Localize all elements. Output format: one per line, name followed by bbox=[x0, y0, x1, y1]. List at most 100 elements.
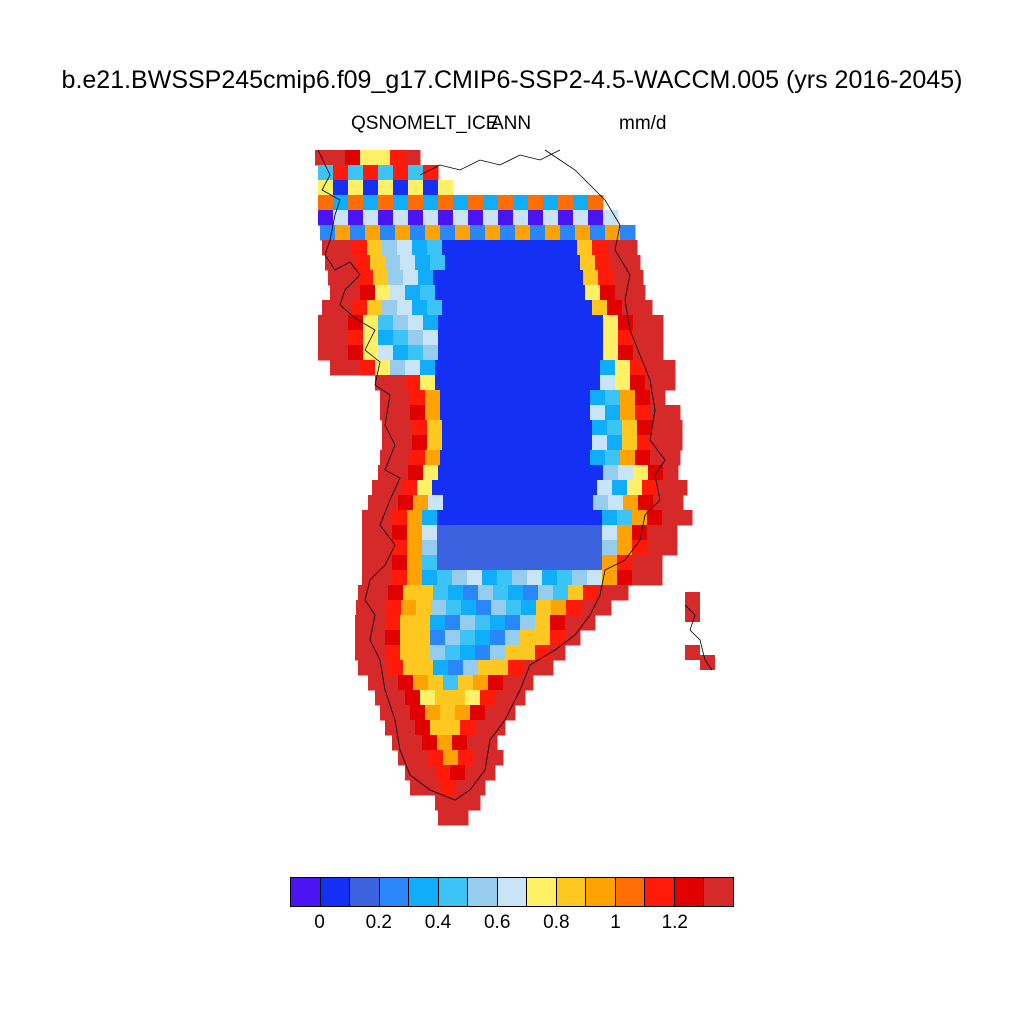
map-cell bbox=[500, 390, 516, 406]
map-cell bbox=[425, 390, 441, 406]
map-cell bbox=[507, 480, 523, 496]
map-cell bbox=[408, 165, 424, 181]
map-cell bbox=[622, 300, 638, 316]
map-cell bbox=[428, 495, 444, 511]
map-cell bbox=[430, 630, 446, 646]
map-cell bbox=[467, 570, 483, 586]
map-cell bbox=[617, 570, 633, 586]
map-cell bbox=[575, 390, 591, 406]
map-cell bbox=[551, 600, 567, 616]
map-cell bbox=[398, 495, 414, 511]
map-cell bbox=[553, 585, 569, 601]
map-cell bbox=[565, 630, 581, 646]
map-cell bbox=[470, 390, 486, 406]
map-cell bbox=[603, 315, 619, 331]
map-cell bbox=[560, 225, 576, 241]
map-cell bbox=[453, 810, 469, 826]
map-cell bbox=[462, 480, 478, 496]
map-cell bbox=[348, 195, 364, 211]
map-cell bbox=[427, 435, 443, 451]
map-cell bbox=[603, 330, 619, 346]
map-cell bbox=[420, 285, 436, 301]
map-cell bbox=[465, 795, 481, 811]
colorbar-swatch bbox=[674, 878, 705, 906]
map-cell bbox=[585, 360, 601, 376]
map-cell bbox=[540, 285, 556, 301]
map-cell bbox=[605, 405, 621, 421]
map-cell bbox=[633, 345, 649, 361]
map-cell bbox=[493, 270, 509, 286]
map-cell bbox=[450, 285, 466, 301]
map-cell bbox=[525, 375, 541, 391]
map-cell bbox=[345, 360, 361, 376]
map-cell bbox=[463, 585, 479, 601]
map-cell bbox=[650, 450, 666, 466]
map-cell bbox=[318, 165, 334, 181]
map-cell bbox=[505, 615, 521, 631]
map-cell bbox=[557, 555, 573, 571]
map-cell bbox=[455, 390, 471, 406]
map-cell bbox=[483, 195, 499, 211]
map-cell bbox=[460, 615, 476, 631]
map-cell bbox=[373, 660, 389, 676]
map-cell bbox=[422, 735, 438, 751]
map-cell bbox=[535, 615, 551, 631]
map-cell bbox=[632, 555, 648, 571]
map-cell bbox=[598, 270, 614, 286]
map-cell bbox=[482, 555, 498, 571]
map-cell bbox=[580, 615, 596, 631]
map-cell bbox=[605, 450, 621, 466]
map-cell bbox=[497, 570, 513, 586]
map-cell bbox=[318, 210, 334, 226]
map-cell bbox=[543, 465, 559, 481]
coastline-west bbox=[317, 149, 666, 801]
map-cell bbox=[677, 510, 693, 526]
map-cell bbox=[420, 765, 436, 781]
map-cell bbox=[355, 615, 371, 631]
map-cell bbox=[562, 435, 578, 451]
map-cell bbox=[423, 195, 439, 211]
map-cell bbox=[538, 270, 554, 286]
map-cell bbox=[410, 405, 426, 421]
map-cell bbox=[552, 480, 568, 496]
map-cell bbox=[333, 315, 349, 331]
map-cell bbox=[405, 150, 421, 166]
map-cell bbox=[583, 585, 599, 601]
map-cell bbox=[562, 240, 578, 256]
map-cell bbox=[517, 240, 533, 256]
map-cell bbox=[397, 240, 413, 256]
colorbar-swatch bbox=[468, 878, 498, 906]
map-cell bbox=[400, 630, 416, 646]
map-cell bbox=[498, 345, 514, 361]
map-cell bbox=[562, 420, 578, 436]
colorbar-swatch bbox=[497, 878, 528, 906]
map-cell bbox=[632, 510, 648, 526]
map-cell bbox=[632, 525, 648, 541]
map-cell bbox=[368, 675, 384, 691]
map-cell bbox=[348, 210, 364, 226]
map-cell bbox=[442, 435, 458, 451]
map-cell bbox=[542, 525, 558, 541]
map-cell bbox=[577, 300, 593, 316]
map-cell bbox=[315, 150, 331, 166]
map-cell bbox=[445, 645, 461, 661]
map-cell bbox=[348, 165, 364, 181]
map-cell bbox=[472, 435, 488, 451]
map-cell bbox=[570, 360, 586, 376]
map-cell bbox=[422, 555, 438, 571]
map-cell bbox=[582, 480, 598, 496]
map-cell bbox=[470, 225, 486, 241]
map-cell bbox=[412, 420, 428, 436]
map-cell bbox=[390, 375, 406, 391]
colorbar-tick-label: 0.6 bbox=[483, 912, 511, 933]
map-cell bbox=[547, 300, 563, 316]
map-cell bbox=[497, 525, 513, 541]
map-cell bbox=[467, 540, 483, 556]
map-cell bbox=[386, 600, 402, 616]
map-cell bbox=[498, 195, 514, 211]
map-cell bbox=[475, 255, 491, 271]
map-cell bbox=[590, 225, 606, 241]
map-cell bbox=[603, 210, 619, 226]
map-cell bbox=[408, 330, 424, 346]
